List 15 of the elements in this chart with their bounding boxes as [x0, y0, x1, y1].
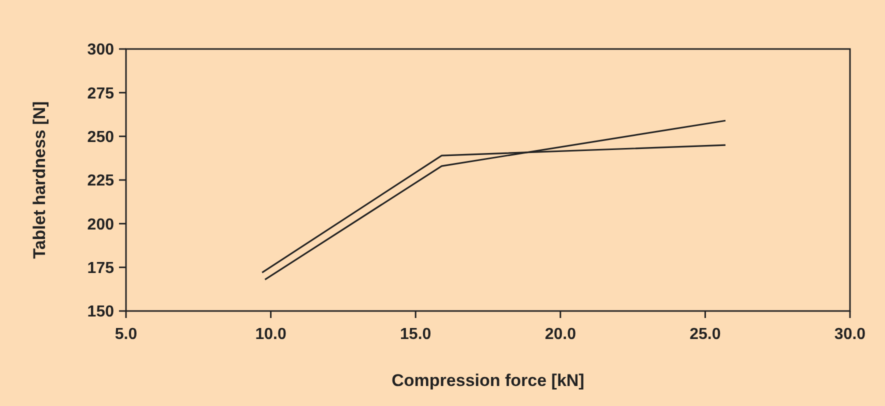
- x-tick-label: 10.0: [255, 326, 286, 343]
- y-tick-label: 250: [87, 128, 114, 146]
- x-tick-label: 5.0: [114, 326, 138, 343]
- x-axis-title: Compression force [kN]: [392, 371, 584, 390]
- x-tick-label: 30.0: [834, 326, 866, 343]
- x-tick-label: 20.0: [544, 326, 576, 343]
- y-tick-label: 200: [87, 216, 114, 234]
- y-tick-label: 175: [87, 260, 114, 277]
- x-tick-label: 25.0: [690, 326, 721, 343]
- y-tick-label: 300: [87, 42, 114, 59]
- y-tick-label: 150: [87, 304, 114, 321]
- y-tick-label: 225: [87, 172, 114, 190]
- x-tick-label: 15.0: [400, 326, 432, 343]
- y-tick-label: 275: [87, 85, 114, 102]
- y-axis-title: Tablet hardness [N]: [30, 101, 49, 259]
